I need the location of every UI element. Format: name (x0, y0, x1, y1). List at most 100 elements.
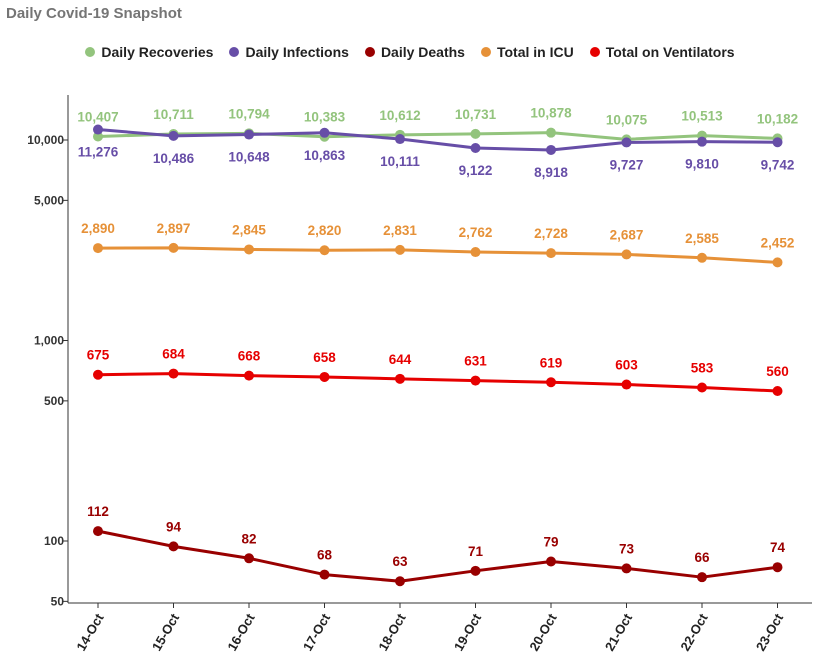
data-point-daily-deaths[interactable] (697, 572, 707, 583)
data-label-daily-deaths: 66 (694, 550, 710, 565)
legend-item-daily-recoveries[interactable]: Daily Recoveries (85, 44, 213, 60)
data-point-daily-infections[interactable] (772, 137, 783, 148)
data-label-total-in-icu: 2,820 (308, 223, 342, 238)
data-point-daily-infections[interactable] (470, 143, 481, 154)
data-point-daily-recoveries[interactable] (470, 128, 481, 139)
data-point-total-in-icu[interactable] (319, 245, 330, 256)
x-tick-label: 15-Oct (149, 610, 183, 653)
data-label-total-on-ventilators: 583 (691, 360, 714, 375)
data-label-daily-recoveries: 10,731 (455, 107, 497, 122)
x-tick-label: 22-Oct (677, 610, 711, 653)
data-label-daily-infections: 10,111 (380, 154, 420, 169)
data-point-daily-deaths[interactable] (319, 569, 330, 580)
data-point-daily-infections[interactable] (697, 136, 707, 147)
data-label-total-on-ventilators: 560 (766, 364, 789, 379)
data-point-daily-recoveries[interactable] (546, 127, 556, 138)
data-label-daily-infections: 9,810 (685, 157, 719, 172)
data-label-daily-recoveries: 10,075 (606, 112, 648, 127)
data-point-daily-deaths[interactable] (168, 541, 179, 552)
data-label-daily-deaths: 68 (317, 548, 333, 563)
data-point-total-in-icu[interactable] (93, 243, 103, 254)
data-point-total-on-ventilators[interactable] (319, 371, 330, 382)
data-point-total-on-ventilators[interactable] (244, 370, 254, 381)
series-line-daily-deaths (97, 529, 778, 583)
legend-label: Daily Deaths (380, 44, 465, 60)
x-tick-label: 20-Oct (526, 610, 560, 653)
data-point-total-on-ventilators[interactable] (93, 369, 103, 380)
legend-label: Daily Infections (245, 44, 349, 60)
legend-marker (589, 47, 600, 57)
data-label-daily-recoveries: 10,794 (228, 106, 270, 121)
legend-marker (229, 47, 240, 57)
data-point-daily-deaths[interactable] (244, 553, 254, 564)
data-point-total-in-icu[interactable] (168, 242, 179, 253)
data-point-daily-deaths[interactable] (772, 562, 783, 573)
legend-item-daily-infections[interactable]: Daily Infections (229, 44, 349, 60)
y-tick-label: 50 (51, 594, 65, 608)
data-point-daily-infections[interactable] (395, 134, 405, 145)
data-point-total-in-icu[interactable] (244, 244, 254, 255)
data-label-daily-deaths: 71 (468, 544, 484, 559)
series-line-daily-recoveries (97, 131, 778, 141)
data-point-daily-deaths[interactable] (546, 556, 556, 567)
data-label-total-in-icu: 2,845 (232, 222, 266, 237)
data-point-daily-deaths[interactable] (93, 526, 103, 537)
data-label-total-in-icu: 2,585 (685, 231, 719, 246)
data-point-total-in-icu[interactable] (772, 257, 783, 268)
data-point-total-in-icu[interactable] (470, 247, 481, 258)
y-tick-label: 100 (44, 534, 64, 548)
data-point-daily-infections[interactable] (244, 129, 254, 140)
data-label-daily-deaths: 82 (241, 531, 256, 546)
data-point-total-in-icu[interactable] (697, 252, 707, 263)
data-point-daily-deaths[interactable] (621, 563, 632, 574)
data-label-daily-recoveries: 10,711 (153, 107, 194, 122)
data-label-daily-infections: 11,276 (78, 145, 119, 160)
data-label-total-in-icu: 2,452 (761, 235, 795, 250)
data-point-total-in-icu[interactable] (546, 248, 556, 259)
legend-marker (480, 47, 491, 57)
legend-item-daily-deaths[interactable]: Daily Deaths (364, 44, 465, 60)
data-label-daily-deaths: 79 (543, 535, 558, 550)
data-point-daily-infections[interactable] (621, 137, 632, 148)
data-point-daily-infections[interactable] (93, 124, 103, 135)
data-point-daily-deaths[interactable] (470, 565, 481, 576)
data-point-daily-infections[interactable] (546, 144, 556, 155)
data-point-total-on-ventilators[interactable] (168, 368, 179, 379)
data-label-total-in-icu: 2,762 (459, 225, 493, 240)
data-label-daily-recoveries: 10,878 (530, 106, 572, 121)
data-point-total-on-ventilators[interactable] (697, 382, 707, 393)
data-point-daily-recoveries[interactable] (93, 131, 103, 142)
data-point-total-on-ventilators[interactable] (772, 385, 783, 396)
data-point-daily-deaths[interactable] (395, 576, 405, 587)
data-label-daily-infections: 9,727 (610, 157, 644, 172)
data-point-total-on-ventilators[interactable] (621, 379, 632, 390)
x-tick-label: 18-Oct (375, 610, 409, 653)
y-tick-label: 10,000 (27, 133, 64, 147)
data-point-total-in-icu[interactable] (395, 244, 405, 255)
data-label-daily-deaths: 74 (770, 540, 786, 555)
x-tick-label: 14-Oct (73, 610, 107, 653)
data-point-daily-infections[interactable] (168, 130, 179, 141)
y-tick-label: 500 (44, 394, 64, 408)
data-point-total-on-ventilators[interactable] (470, 375, 481, 386)
legend-label: Total in ICU (496, 44, 574, 60)
legend-label: Total on Ventilators (605, 44, 735, 60)
data-label-daily-deaths: 73 (619, 541, 635, 556)
data-point-daily-infections[interactable] (319, 127, 330, 138)
series-line-total-in-icu (97, 246, 778, 264)
data-label-daily-deaths: 63 (392, 554, 408, 569)
data-point-total-on-ventilators[interactable] (546, 377, 556, 388)
data-label-total-on-ventilators: 658 (313, 350, 336, 365)
data-label-total-on-ventilators: 631 (464, 354, 487, 369)
legend-item-total-on-ventilators[interactable]: Total on Ventilators (589, 44, 735, 60)
data-label-daily-deaths: 94 (166, 519, 182, 534)
data-point-total-on-ventilators[interactable] (395, 373, 405, 384)
data-point-total-in-icu[interactable] (621, 249, 632, 260)
data-label-daily-infections: 8,918 (534, 165, 568, 180)
data-label-daily-infections: 9,122 (459, 163, 493, 178)
legend: Daily Recoveries Daily Infections Daily … (0, 44, 820, 60)
data-label-daily-infections: 10,863 (304, 148, 346, 163)
legend-item-total-in-icu[interactable]: Total in ICU (480, 44, 574, 60)
data-label-daily-infections: 10,648 (228, 150, 270, 165)
